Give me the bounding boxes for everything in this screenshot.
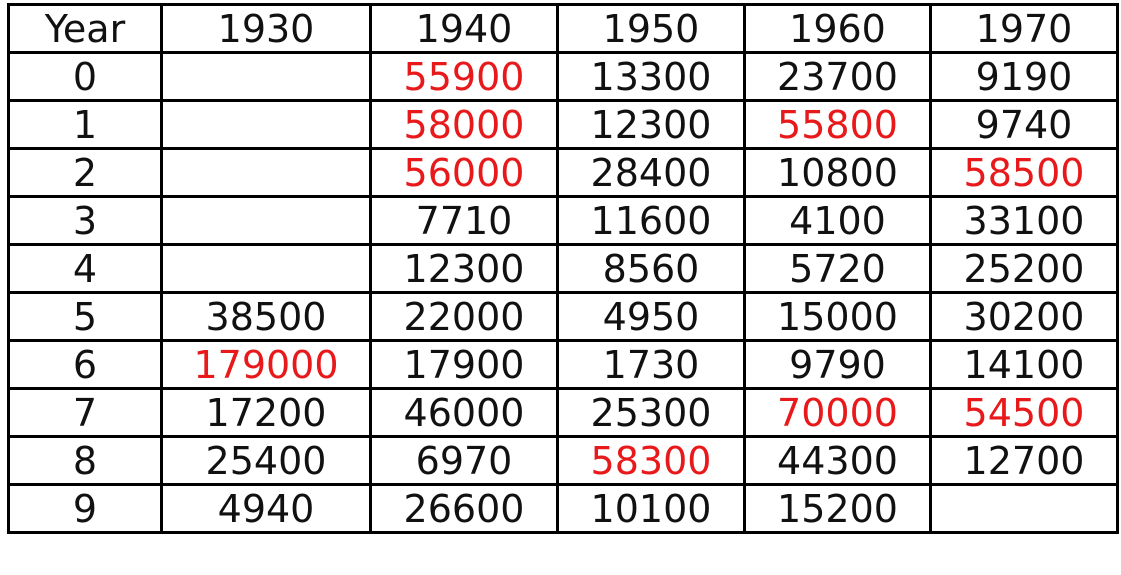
- table-cell: 10800: [743, 147, 932, 198]
- table-cell: 9740: [929, 99, 1119, 150]
- table-cell: 15200: [743, 483, 932, 534]
- year-digit-cell: 8: [7, 435, 163, 486]
- table-cell: 25300: [556, 387, 746, 438]
- table-cell: 25200: [929, 243, 1119, 294]
- header-cell-decade: 1940: [369, 3, 559, 54]
- year-digit-cell: 3: [7, 195, 163, 246]
- header-cell-decade: 1970: [929, 3, 1119, 54]
- year-digit-cell: 0: [7, 51, 163, 102]
- table-cell: 44300: [743, 435, 932, 486]
- table-cell: 4940: [160, 483, 372, 534]
- table-row: 1 58000 12300 55800 9740: [7, 99, 1119, 150]
- table-cell: 46000: [369, 387, 559, 438]
- table-body: 0 55900 13300 23700 9190 1 58000 12300 55800 9740…: [7, 51, 1119, 534]
- table-cell: 4100: [743, 195, 932, 246]
- header-cell-decade: 1930: [160, 3, 372, 54]
- table-cell: [929, 483, 1119, 534]
- table-cell: 58300: [556, 435, 746, 486]
- table-cell: 17900: [369, 339, 559, 390]
- table-cell: 13300: [556, 51, 746, 102]
- table-cell: 25400: [160, 435, 372, 486]
- table-cell: 14100: [929, 339, 1119, 390]
- table-row: 4 12300 8560 5720 25200: [7, 243, 1119, 294]
- header-row: Year 1930 1940 1950 1960 1970: [7, 3, 1119, 54]
- header-cell-year: Year: [7, 3, 163, 54]
- table-header: Year 1930 1940 1950 1960 1970: [7, 3, 1119, 54]
- table-cell: 8560: [556, 243, 746, 294]
- table-cell: 58500: [929, 147, 1119, 198]
- year-digit-cell: 4: [7, 243, 163, 294]
- table-cell: 15000: [743, 291, 932, 342]
- table-row: 9 4940 26600 10100 15200: [7, 483, 1119, 534]
- table-row: 5 38500 22000 4950 15000 30200: [7, 291, 1119, 342]
- data-table-container: Year 1930 1940 1950 1960 1970 0 55900 13300 2370…: [7, 3, 1119, 534]
- header-cell-decade: 1950: [556, 3, 746, 54]
- table-cell: 12700: [929, 435, 1119, 486]
- table-cell: 6970: [369, 435, 559, 486]
- table-cell: [160, 51, 372, 102]
- table-cell: 70000: [743, 387, 932, 438]
- table-cell: 12300: [556, 99, 746, 150]
- year-digit-cell: 1: [7, 99, 163, 150]
- table-row: 7 17200 46000 25300 70000 54500: [7, 387, 1119, 438]
- table-cell: 1730: [556, 339, 746, 390]
- data-table: Year 1930 1940 1950 1960 1970 0 55900 13300 2370…: [7, 3, 1119, 534]
- table-row: 6 179000 17900 1730 9790 14100: [7, 339, 1119, 390]
- table-row: 3 7710 11600 4100 33100: [7, 195, 1119, 246]
- table-cell: [160, 99, 372, 150]
- table-cell: 54500: [929, 387, 1119, 438]
- table-cell: 5720: [743, 243, 932, 294]
- table-cell: 10100: [556, 483, 746, 534]
- year-digit-cell: 6: [7, 339, 163, 390]
- table-row: 0 55900 13300 23700 9190: [7, 51, 1119, 102]
- table-cell: 55800: [743, 99, 932, 150]
- table-cell: 179000: [160, 339, 372, 390]
- table-cell: 9790: [743, 339, 932, 390]
- year-digit-cell: 5: [7, 291, 163, 342]
- table-cell: 7710: [369, 195, 559, 246]
- table-cell: 33100: [929, 195, 1119, 246]
- table-cell: 11600: [556, 195, 746, 246]
- year-digit-cell: 7: [7, 387, 163, 438]
- table-cell: [160, 195, 372, 246]
- table-cell: 55900: [369, 51, 559, 102]
- year-digit-cell: 9: [7, 483, 163, 534]
- table-cell: 4950: [556, 291, 746, 342]
- table-cell: 28400: [556, 147, 746, 198]
- table-cell: 58000: [369, 99, 559, 150]
- table-row: 2 56000 28400 10800 58500: [7, 147, 1119, 198]
- table-cell: 56000: [369, 147, 559, 198]
- table-cell: 38500: [160, 291, 372, 342]
- table-cell: 23700: [743, 51, 932, 102]
- table-cell: 9190: [929, 51, 1119, 102]
- table-cell: 22000: [369, 291, 559, 342]
- table-cell: [160, 147, 372, 198]
- header-cell-decade: 1960: [743, 3, 932, 54]
- table-cell: 26600: [369, 483, 559, 534]
- table-cell: 12300: [369, 243, 559, 294]
- table-row: 8 25400 6970 58300 44300 12700: [7, 435, 1119, 486]
- year-digit-cell: 2: [7, 147, 163, 198]
- table-cell: 17200: [160, 387, 372, 438]
- table-cell: 30200: [929, 291, 1119, 342]
- table-cell: [160, 243, 372, 294]
